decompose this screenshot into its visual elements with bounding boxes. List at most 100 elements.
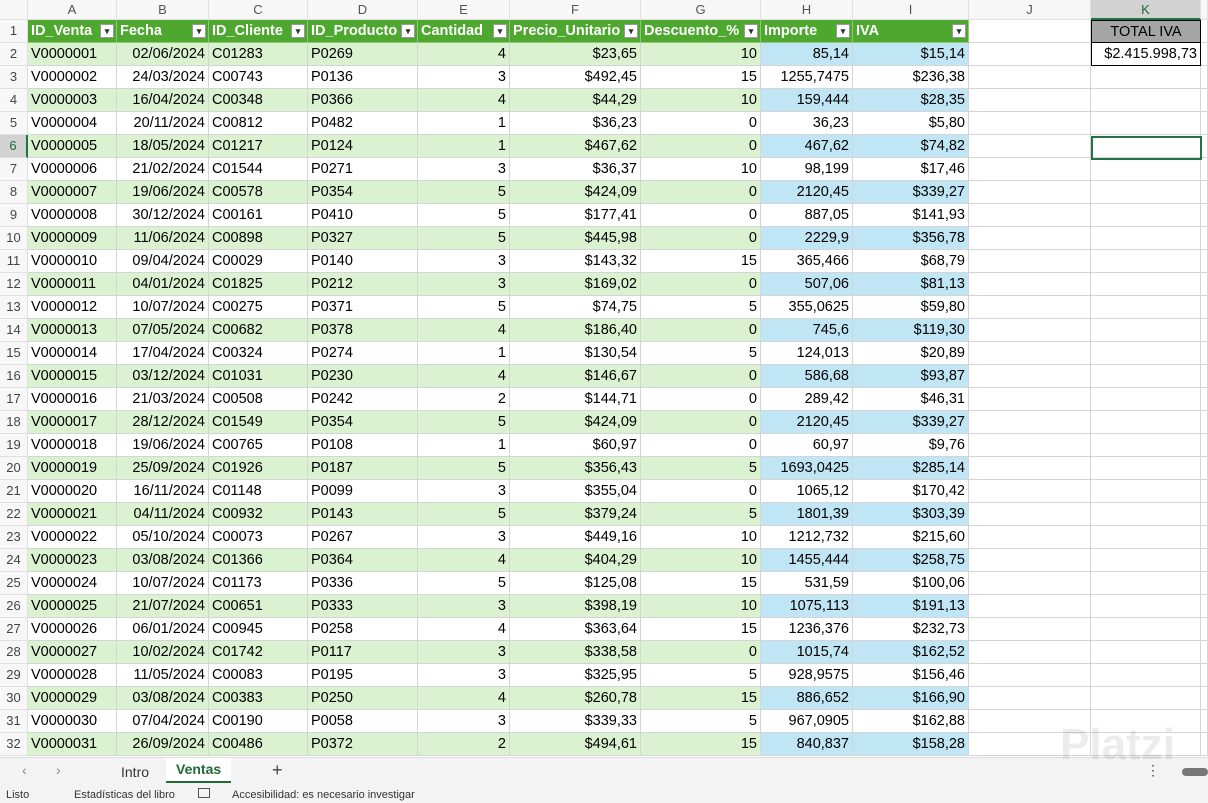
sheet-tab[interactable]: Intro	[121, 764, 150, 780]
filter-button[interactable]: ▾	[493, 24, 507, 38]
sheet-tab-active[interactable]: Ventas	[166, 758, 232, 783]
cell	[969, 135, 1091, 158]
status-bar: Listo Estadísticas del libro Accesibilid…	[0, 785, 1208, 803]
cell	[1201, 503, 1208, 526]
table-cell: $170,42	[853, 480, 969, 503]
table-cell: 4	[418, 549, 510, 572]
cell	[969, 687, 1091, 710]
table-cell: 3	[418, 250, 510, 273]
table-cell: $5,80	[853, 112, 969, 135]
cell	[1091, 457, 1201, 480]
row-header: 24	[0, 549, 28, 572]
cell	[1091, 664, 1201, 687]
table-cell: $81,13	[853, 273, 969, 296]
cell	[969, 503, 1091, 526]
table-cell: P0372	[308, 733, 418, 756]
next-sheet-button[interactable]: ›	[56, 762, 61, 778]
table-cell: 3	[418, 710, 510, 733]
filter-button[interactable]: ▾	[744, 24, 758, 38]
table-cell: 5	[418, 411, 510, 434]
cell	[1201, 365, 1208, 388]
table-cell: 15	[641, 572, 761, 595]
table-cell: V0000004	[28, 112, 117, 135]
cell	[969, 319, 1091, 342]
filter-button[interactable]: ▾	[401, 24, 415, 38]
cell	[969, 43, 1091, 66]
cell	[1201, 733, 1208, 756]
cell	[1201, 296, 1208, 319]
filter-button[interactable]: ▾	[952, 24, 966, 38]
table-cell: 1065,12	[761, 480, 853, 503]
cell	[969, 296, 1091, 319]
cell	[1201, 457, 1208, 480]
filter-button[interactable]: ▾	[836, 24, 850, 38]
horizontal-scrollbar[interactable]	[1182, 768, 1208, 776]
table-cell: 1212,732	[761, 526, 853, 549]
table-cell: 60,97	[761, 434, 853, 457]
row-header: 1	[0, 20, 28, 43]
table-cell: V0000031	[28, 733, 117, 756]
table-cell: C01148	[209, 480, 308, 503]
table-cell: $177,41	[510, 204, 641, 227]
cell	[969, 204, 1091, 227]
table-cell: $363,64	[510, 618, 641, 641]
cell	[1091, 227, 1201, 250]
table-cell: $355,04	[510, 480, 641, 503]
cell	[1201, 687, 1208, 710]
table-cell: $492,45	[510, 66, 641, 89]
select-all	[0, 0, 28, 20]
table-cell: 365,466	[761, 250, 853, 273]
more-options[interactable]: ⋮	[1146, 762, 1160, 778]
filter-button[interactable]: ▾	[100, 24, 114, 38]
table-cell: P0354	[308, 181, 418, 204]
table-cell: 3	[418, 158, 510, 181]
table-cell: C00324	[209, 342, 308, 365]
cell	[1201, 526, 1208, 549]
row-header: 4	[0, 89, 28, 112]
filter-button[interactable]: ▾	[192, 24, 206, 38]
prev-sheet-button[interactable]: ‹	[22, 762, 27, 778]
table-cell: $125,08	[510, 572, 641, 595]
table-cell: 886,652	[761, 687, 853, 710]
cell	[1091, 388, 1201, 411]
table-cell: V0000022	[28, 526, 117, 549]
row-header: 10	[0, 227, 28, 250]
cell	[969, 365, 1091, 388]
column-header: E	[418, 0, 510, 20]
table-cell: 5	[641, 664, 761, 687]
table-cell: V0000007	[28, 181, 117, 204]
accessibility-status[interactable]: Accesibilidad: es necesario investigar	[232, 789, 415, 801]
table-cell: $338,58	[510, 641, 641, 664]
table-cell: 16/04/2024	[117, 89, 209, 112]
table-cell: C01366	[209, 549, 308, 572]
table-cell: 0	[641, 227, 761, 250]
filter-button[interactable]: ▾	[624, 24, 638, 38]
table-cell: 10	[641, 526, 761, 549]
table-cell: 3	[418, 273, 510, 296]
selected-cell[interactable]	[1091, 136, 1202, 160]
table-cell: P0271	[308, 158, 418, 181]
filter-button[interactable]: ▾	[291, 24, 305, 38]
cell	[1201, 342, 1208, 365]
row-header: 7	[0, 158, 28, 181]
row-header: 28	[0, 641, 28, 664]
cell	[969, 710, 1091, 733]
table-header: Descuento_% ▾	[641, 20, 761, 43]
table-cell: $36,37	[510, 158, 641, 181]
table-header: Precio_Unitario ▾	[510, 20, 641, 43]
table-cell: 03/12/2024	[117, 365, 209, 388]
table-cell: 03/08/2024	[117, 549, 209, 572]
add-sheet-button[interactable]: +	[272, 760, 283, 780]
workbook-stats[interactable]: Estadísticas del libro	[74, 789, 175, 801]
table-cell: V0000018	[28, 434, 117, 457]
table-cell: $162,52	[853, 641, 969, 664]
cell	[969, 549, 1091, 572]
table-cell: $404,29	[510, 549, 641, 572]
table-cell: 02/06/2024	[117, 43, 209, 66]
table-cell: 928,9575	[761, 664, 853, 687]
table-cell: 5	[641, 296, 761, 319]
table-cell: C01217	[209, 135, 308, 158]
table-cell: 887,05	[761, 204, 853, 227]
table-cell: 3	[418, 66, 510, 89]
table-cell: P0366	[308, 89, 418, 112]
